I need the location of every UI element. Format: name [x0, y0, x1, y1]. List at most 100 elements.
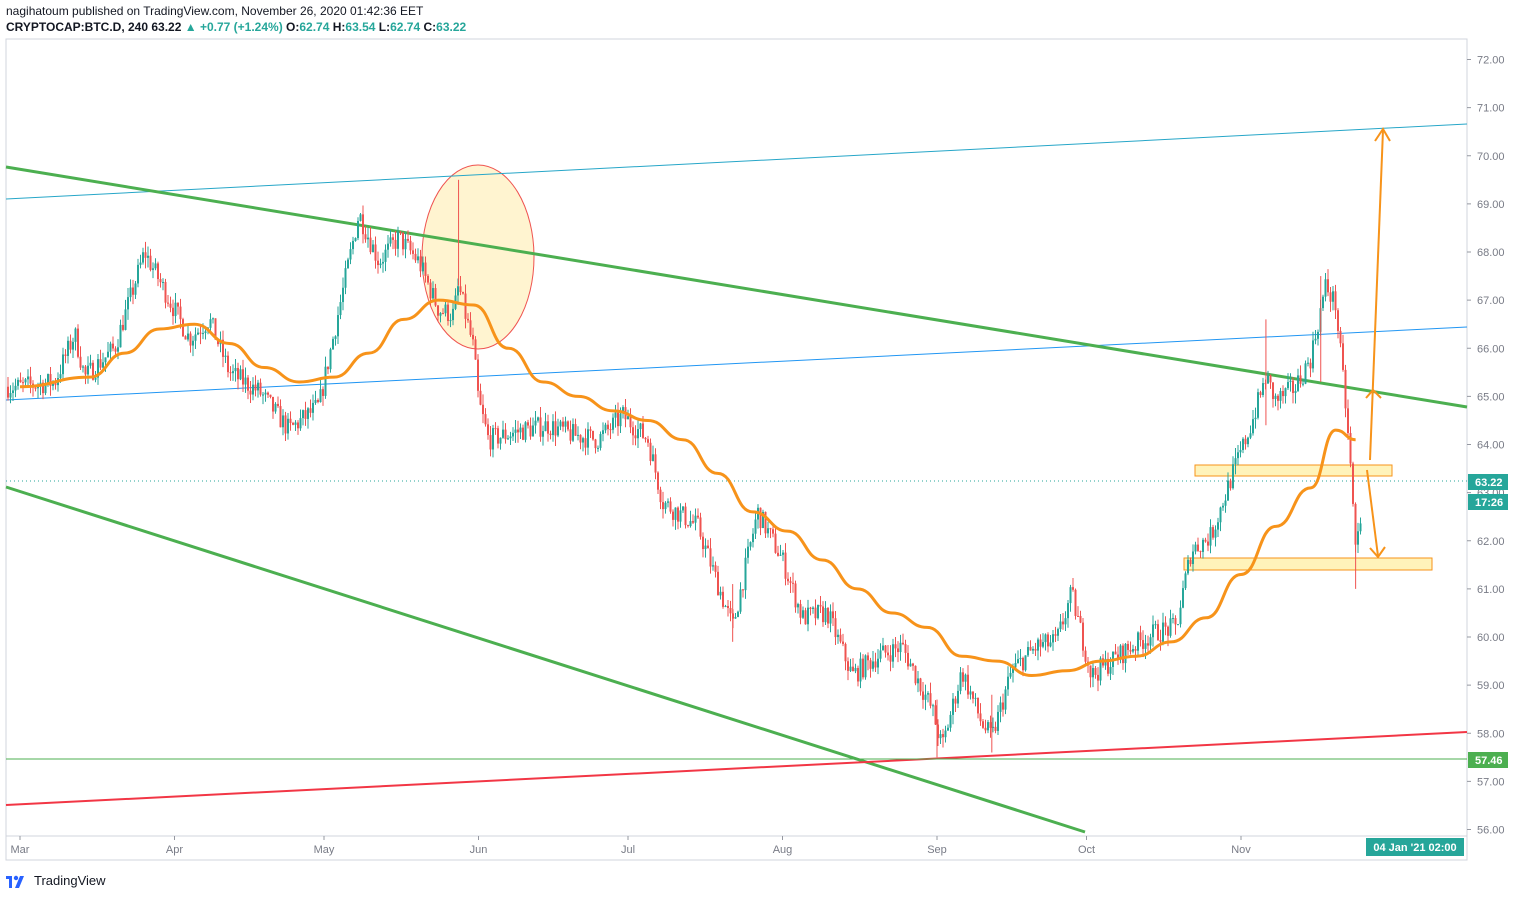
- candle-body: [827, 608, 829, 624]
- time-axis[interactable]: Mar Apr May Jun Jul Aug Sep Oct Nov 04 Jan '21 02…: [11, 836, 1464, 856]
- candle-body: [582, 438, 584, 443]
- candle-body: [589, 429, 592, 431]
- candle-body: [779, 554, 782, 556]
- candle-body: [107, 351, 109, 358]
- candle-body: [204, 331, 207, 334]
- candle-body: [164, 281, 167, 303]
- candle-body: [337, 315, 339, 337]
- candle-body: [712, 565, 714, 567]
- candle-body: [512, 432, 514, 437]
- candle-body: [372, 244, 374, 253]
- candle-body: [692, 521, 694, 523]
- price-axis[interactable]: 72.00 71.00 70.00 69.00 68.00 67.00 66.00 65.00…: [1467, 55, 1508, 837]
- candle-body: [1167, 626, 1169, 636]
- candle-body: [739, 589, 742, 612]
- candle-body: [709, 548, 712, 567]
- candle-body: [497, 428, 499, 444]
- low-value: 62.74: [390, 20, 421, 34]
- candle-body: [9, 393, 12, 398]
- candle-body: [432, 288, 434, 299]
- candle-body: [29, 376, 32, 384]
- candle-body: [599, 434, 602, 448]
- candle-body: [539, 417, 542, 437]
- candle-body: [1079, 615, 1082, 623]
- candle-body: [1199, 550, 1202, 552]
- candle-body: [659, 489, 662, 503]
- candle-body: [969, 691, 972, 695]
- candle-body: [509, 436, 512, 439]
- price-chart[interactable]: 72.00 71.00 70.00 69.00 68.00 67.00 66.00 65.00…: [0, 0, 1521, 870]
- candle-body: [1272, 382, 1274, 400]
- candle-body: [239, 369, 242, 380]
- footer-brand: TradingView: [34, 873, 106, 888]
- candle-body: [639, 423, 642, 430]
- candle-body: [1124, 643, 1127, 664]
- candle-body: [1232, 464, 1234, 489]
- candle-body: [282, 415, 284, 428]
- candle-body: [682, 506, 684, 511]
- candle-body: [719, 591, 722, 596]
- candle-body: [244, 377, 247, 385]
- candle-body: [752, 533, 754, 543]
- candle-body: [492, 428, 494, 450]
- candle-body: [1207, 541, 1209, 546]
- candle-body: [487, 424, 489, 436]
- candle-body: [1212, 527, 1214, 538]
- candle-body: [1067, 603, 1069, 619]
- candle-body: [862, 658, 864, 678]
- candle-body: [742, 589, 744, 591]
- candle-body: [707, 545, 709, 549]
- candle-body: [147, 255, 149, 258]
- candle-body: [782, 552, 784, 555]
- candle-body: [1097, 674, 1099, 681]
- candle-body: [542, 431, 544, 437]
- candle-body: [1002, 702, 1004, 710]
- candle-body: [1094, 668, 1097, 675]
- candle-body: [1077, 615, 1079, 617]
- candle-body: [649, 442, 652, 461]
- candle-body: [1137, 632, 1139, 651]
- y-tick-label: 68.00: [1477, 247, 1505, 259]
- candle-body: [857, 667, 859, 682]
- candle-body: [922, 691, 924, 700]
- countdown-badge-bg: [1468, 494, 1508, 510]
- candle-body: [412, 250, 414, 254]
- candle-body: [1032, 648, 1034, 651]
- x-tick-label: Sep: [927, 844, 947, 856]
- candle-body: [562, 421, 564, 427]
- candle-body: [342, 287, 344, 303]
- candle-body: [327, 366, 329, 370]
- candle-body: [554, 421, 557, 436]
- candle-body: [812, 607, 814, 609]
- candle-body: [954, 698, 957, 704]
- candle-body: [507, 438, 509, 440]
- candle-body: [847, 661, 849, 671]
- candle-body: [314, 400, 317, 403]
- candle-body: [679, 510, 682, 522]
- candle-body: [622, 407, 624, 414]
- candle-body: [864, 655, 867, 678]
- candle-body: [1052, 634, 1054, 643]
- candle-body: [102, 362, 104, 368]
- y-tick-label: 70.00: [1477, 151, 1505, 163]
- candle-body: [1314, 338, 1317, 341]
- candle-body: [47, 374, 49, 384]
- candle-body: [117, 347, 119, 352]
- candle-body: [142, 252, 144, 263]
- candle-body: [329, 349, 332, 370]
- candle-body: [694, 515, 697, 523]
- candle-body: [1012, 667, 1014, 673]
- candle-body: [357, 220, 359, 239]
- candle-body: [1132, 649, 1134, 652]
- candle-body: [262, 394, 264, 396]
- candle-body: [702, 536, 704, 550]
- candle-body: [737, 611, 739, 617]
- candle-body: [349, 249, 352, 260]
- x-tick-label: Nov: [1231, 844, 1251, 856]
- candle-body: [724, 605, 727, 607]
- candle-body: [754, 519, 757, 534]
- candle-body: [887, 652, 889, 656]
- candle-body: [339, 302, 342, 316]
- candle-body: [332, 338, 334, 350]
- candle-body: [799, 604, 802, 618]
